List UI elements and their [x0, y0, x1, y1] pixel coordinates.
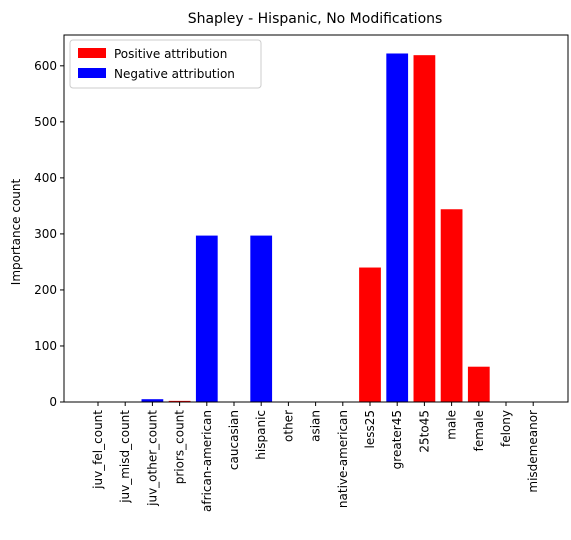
bar-less25 [359, 267, 381, 402]
x-tick-label: juv_misd_count [118, 410, 132, 504]
x-tick-label: priors_count [173, 410, 187, 485]
legend-swatch-negative [78, 68, 106, 78]
legend-box [69, 39, 262, 89]
x-tick-label: less25 [363, 410, 377, 449]
bar-25to45 [413, 55, 436, 403]
y-tick-label: 400 [34, 171, 57, 185]
y-axis-label: Importance count [9, 178, 23, 285]
y-tick-label: 600 [34, 59, 57, 73]
x-tick-label: felony [499, 410, 513, 447]
y-tick-label: 0 [49, 395, 57, 409]
y-tick-label: 100 [34, 339, 57, 353]
x-tick-label: hispanic [254, 410, 268, 460]
x-tick-label: juv_other_count [145, 410, 159, 507]
x-tick-label: other [281, 410, 295, 442]
bars-group [141, 53, 490, 403]
bar-african-american [195, 235, 218, 402]
x-axis: juv_fel_count juv_misd_count juv_other_cou… [91, 402, 540, 512]
x-tick-label: 25to45 [417, 410, 431, 453]
y-tick-label: 300 [34, 227, 57, 241]
legend-label-positive: Positive attribution [114, 47, 227, 61]
bar-priors_count [168, 400, 191, 402]
x-tick-label: greater45 [390, 410, 404, 469]
bar-juv_other_count [141, 399, 164, 402]
x-tick-label: native-american [336, 410, 350, 508]
chart-title: Shapley - Hispanic, No Modifications [188, 11, 443, 27]
y-tick-label: 200 [34, 283, 57, 297]
y-tick-label: 500 [34, 115, 57, 129]
x-tick-label: male [445, 410, 459, 440]
bar-female [467, 366, 490, 402]
plot-frame [63, 34, 569, 403]
x-tick-label: asian [309, 410, 323, 442]
legend: Positive attribution Negative attribution [69, 39, 262, 89]
legend-swatch-positive [78, 48, 106, 58]
legend-label-negative: Negative attribution [114, 67, 235, 81]
x-tick-label: african-american [200, 410, 214, 512]
x-tick-label: juv_fel_count [91, 410, 105, 490]
bar-greater45 [386, 53, 409, 403]
x-tick-label: misdemeanor [526, 410, 540, 493]
y-axis: 0 100 200 300 400 500 600 [34, 59, 64, 409]
x-tick-label: caucasian [227, 410, 241, 470]
bar-male [440, 209, 463, 402]
bar-hispanic [250, 235, 273, 402]
x-tick-label: female [472, 410, 486, 451]
